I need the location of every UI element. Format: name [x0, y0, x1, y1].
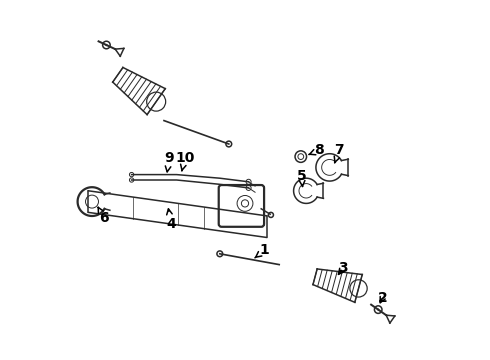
Text: 3: 3 — [339, 261, 348, 275]
Text: 4: 4 — [166, 209, 176, 231]
Text: 6: 6 — [98, 207, 109, 225]
Text: 1: 1 — [255, 243, 270, 258]
Text: 10: 10 — [175, 152, 195, 171]
Text: 5: 5 — [297, 170, 307, 186]
Text: 9: 9 — [165, 152, 174, 172]
Text: 7: 7 — [334, 144, 344, 163]
Text: 2: 2 — [378, 291, 388, 305]
Text: 8: 8 — [309, 144, 324, 157]
